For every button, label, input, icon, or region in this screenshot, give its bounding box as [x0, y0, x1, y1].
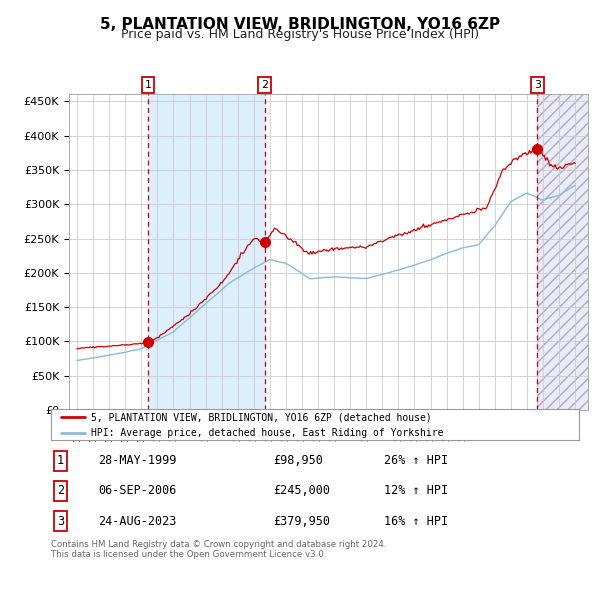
Text: £379,950: £379,950: [273, 514, 330, 527]
Text: 3: 3: [57, 514, 64, 527]
Text: 2: 2: [261, 80, 268, 90]
Text: 26% ↑ HPI: 26% ↑ HPI: [383, 454, 448, 467]
Text: 06-SEP-2006: 06-SEP-2006: [98, 484, 177, 497]
Text: 28-MAY-1999: 28-MAY-1999: [98, 454, 177, 467]
Text: 1: 1: [145, 80, 151, 90]
Bar: [538, 81, 591, 417]
Text: Price paid vs. HM Land Registry's House Price Index (HPI): Price paid vs. HM Land Registry's House …: [121, 28, 479, 41]
Text: 24-AUG-2023: 24-AUG-2023: [98, 514, 177, 527]
Text: £98,950: £98,950: [273, 454, 323, 467]
Text: 5, PLANTATION VIEW, BRIDLINGTON, YO16 6ZP (detached house): 5, PLANTATION VIEW, BRIDLINGTON, YO16 6Z…: [91, 412, 431, 422]
Text: 1: 1: [57, 454, 64, 467]
Bar: [148, 94, 265, 410]
Text: £245,000: £245,000: [273, 484, 330, 497]
Text: 16% ↑ HPI: 16% ↑ HPI: [383, 514, 448, 527]
Text: HPI: Average price, detached house, East Riding of Yorkshire: HPI: Average price, detached house, East…: [91, 428, 443, 438]
Text: 2: 2: [57, 484, 64, 497]
Text: 12% ↑ HPI: 12% ↑ HPI: [383, 484, 448, 497]
Text: 5, PLANTATION VIEW, BRIDLINGTON, YO16 6ZP: 5, PLANTATION VIEW, BRIDLINGTON, YO16 6Z…: [100, 17, 500, 31]
Text: 3: 3: [534, 80, 541, 90]
Text: Contains HM Land Registry data © Crown copyright and database right 2024.
This d: Contains HM Land Registry data © Crown c…: [51, 540, 386, 559]
